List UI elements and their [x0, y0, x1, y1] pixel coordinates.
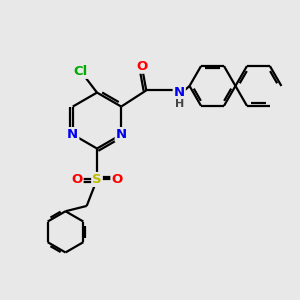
- Text: N: N: [67, 128, 78, 141]
- Text: H: H: [175, 99, 184, 109]
- Text: O: O: [71, 173, 82, 186]
- Text: O: O: [136, 60, 148, 73]
- Text: N: N: [174, 86, 185, 99]
- Text: N: N: [116, 128, 127, 141]
- Text: O: O: [111, 173, 123, 186]
- Text: Cl: Cl: [74, 65, 88, 78]
- Text: S: S: [92, 173, 102, 186]
